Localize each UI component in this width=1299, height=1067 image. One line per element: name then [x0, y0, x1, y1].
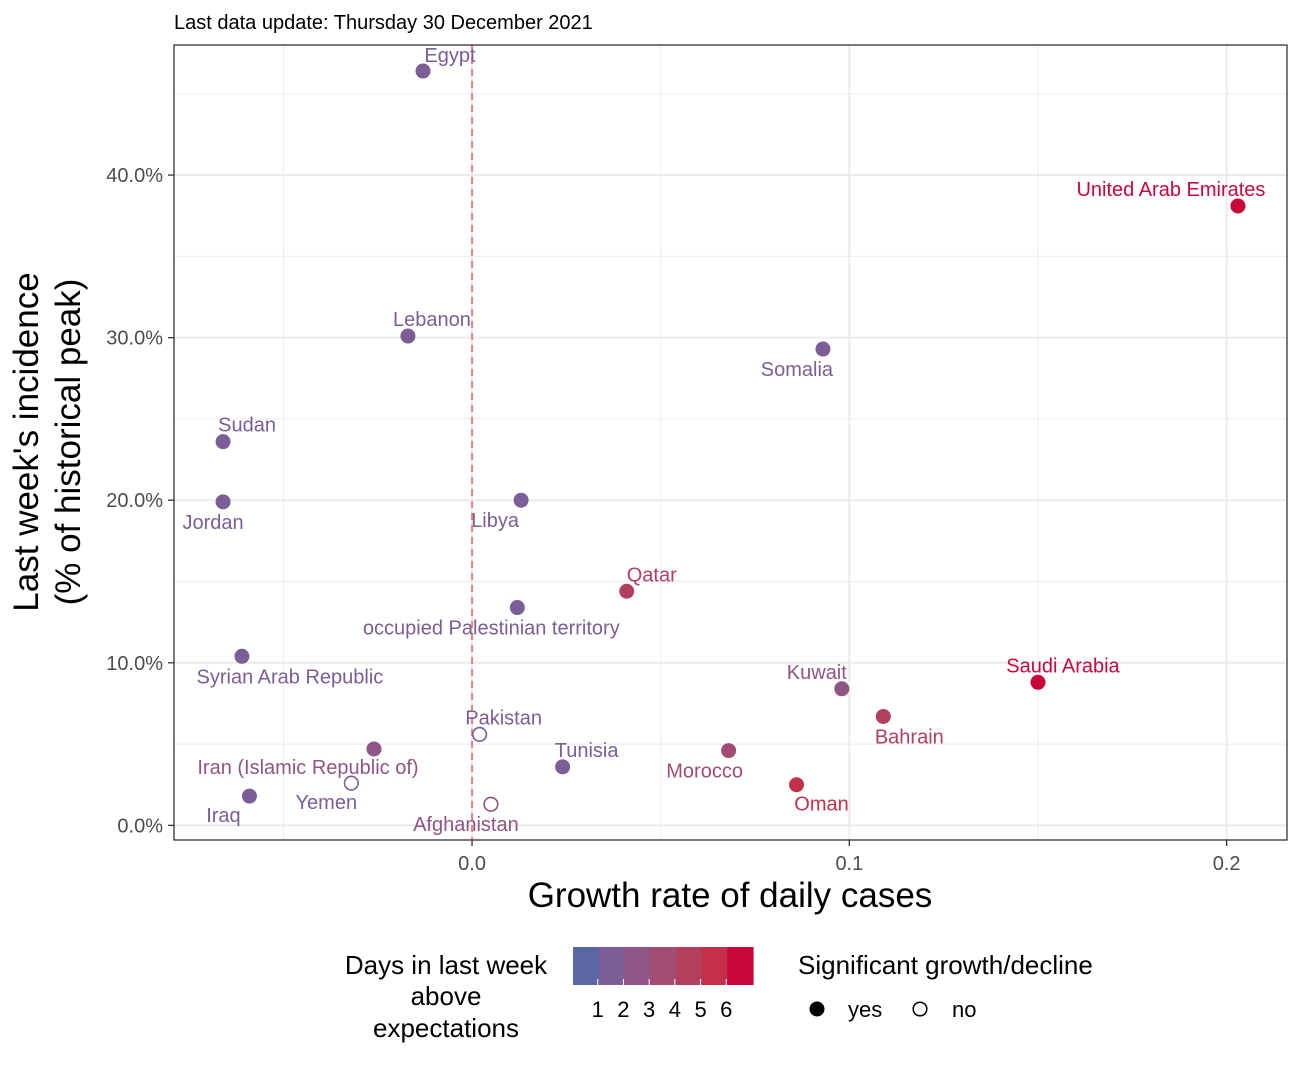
data-point	[555, 759, 571, 775]
color-legend-tick-label: 5	[694, 997, 706, 1022]
color-legend-swatch	[675, 947, 703, 985]
color-legend-swatch	[573, 947, 600, 985]
data-point	[513, 492, 529, 508]
x-axis-title: Growth rate of daily cases	[528, 876, 933, 915]
point-label: United Arab Emirates	[1076, 179, 1265, 201]
data-point	[215, 434, 231, 450]
plot-panel	[174, 45, 1287, 840]
point-label: Yemen	[296, 792, 358, 814]
shape-legend-key-no	[912, 1001, 928, 1017]
color-legend-swatch	[727, 947, 754, 985]
point-label: Afghanistan	[413, 814, 519, 836]
point-label: Somalia	[761, 359, 834, 381]
shape-legend-label-no: no	[952, 997, 976, 1022]
axis-layer: 0.0 0.1 0.2 0.0% 10.0% 20.0% 30.0% 40.0%	[106, 165, 1240, 875]
data-point	[234, 648, 250, 664]
point-label: Syrian Arab Republic	[197, 666, 384, 688]
color-legend-tick-label: 2	[617, 997, 629, 1022]
color-legend-swatch	[624, 947, 651, 985]
color-legend-tick-label: 4	[669, 997, 681, 1022]
plot-panel-border	[173, 44, 1288, 841]
x-tick-label: 0.1	[835, 853, 863, 875]
data-point	[1230, 198, 1246, 214]
data-point	[789, 777, 805, 793]
point-label: Lebanon	[393, 309, 471, 331]
data-point	[509, 600, 525, 616]
data-point	[241, 788, 257, 804]
data-point	[366, 741, 382, 757]
shape-legend-label-yes: yes	[848, 997, 882, 1022]
point-label: Oman	[794, 794, 848, 816]
grid-layer	[174, 45, 1287, 840]
color-legend-title-line-1: Days in last week	[345, 950, 548, 980]
x-tick-label: 0.2	[1213, 853, 1241, 875]
point-label: Iraq	[206, 805, 240, 827]
point-label: Kuwait	[787, 662, 847, 684]
point-label: Libya	[471, 510, 520, 532]
point-label: Bahrain	[875, 726, 944, 748]
labels-layer: Egypt United Arab Emirates Lebanon Somalia S…	[182, 45, 1265, 836]
y-axis-title-line-2: (% of historical peak)	[49, 279, 88, 606]
color-legend-swatch	[701, 947, 728, 985]
point-label: Sudan	[218, 415, 276, 437]
point-label: Saudi Arabia	[1006, 655, 1120, 677]
shape-legend-title: Significant growth/decline	[798, 950, 1093, 980]
color-legend-swatch	[598, 947, 626, 985]
data-point	[834, 681, 850, 697]
color-legend-title-line-2: above	[411, 981, 482, 1011]
y-axis-title-line-1: Last week's incidence	[7, 272, 46, 611]
shape-legend-key-yes	[809, 1001, 825, 1017]
point-label: Pakistan	[465, 707, 542, 729]
color-legend-swatch	[650, 947, 677, 985]
data-point	[721, 743, 737, 759]
data-point	[483, 796, 499, 812]
chart-subtitle: Last data update: Thursday 30 December 2…	[174, 12, 593, 34]
y-tick-label: 0.0%	[117, 815, 163, 837]
point-label: Tunisia	[555, 740, 620, 762]
y-tick-label: 20.0%	[106, 490, 163, 512]
data-point	[619, 583, 635, 599]
data-point	[215, 494, 231, 510]
point-label: Qatar	[627, 564, 677, 586]
data-point	[1030, 674, 1046, 690]
data-point	[343, 775, 359, 791]
data-point	[875, 708, 891, 724]
color-legend-tick-label: 1	[592, 997, 604, 1022]
x-tick-label: 0.0	[458, 853, 486, 875]
point-label: Jordan	[182, 512, 243, 534]
points-layer	[215, 63, 1246, 812]
point-label: Iran (Islamic Republic of)	[197, 757, 418, 779]
y-tick-label: 40.0%	[106, 165, 163, 187]
point-label: Egypt	[424, 45, 476, 67]
point-label: Morocco	[666, 761, 743, 783]
point-label: occupied Palestinian territory	[363, 618, 620, 640]
y-tick-label: 10.0%	[106, 653, 163, 675]
data-point	[400, 328, 416, 344]
color-legend-title-line-3: expectations	[373, 1013, 519, 1043]
color-legend-tick-label: 3	[643, 997, 655, 1022]
data-point	[815, 341, 831, 357]
y-tick-label: 30.0%	[106, 328, 163, 350]
data-point	[415, 63, 431, 79]
data-point	[472, 726, 488, 742]
color-legend-tick-label: 6	[720, 997, 732, 1022]
